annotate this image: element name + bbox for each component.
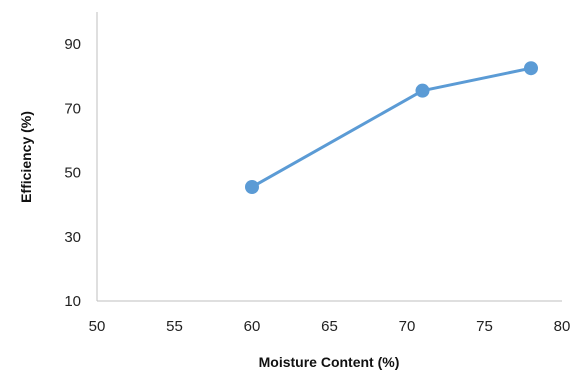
data-point: [415, 83, 430, 98]
data-point: [245, 180, 259, 195]
x-tick-label: 50: [89, 318, 106, 335]
y-tick-label: 70: [64, 100, 81, 117]
x-tick-label: 75: [476, 318, 493, 335]
series-line: [250, 66, 533, 189]
y-tick-labels: 10 30 50 70 90: [64, 36, 81, 310]
y-tick-label: 50: [64, 165, 81, 182]
data-point: [524, 61, 538, 76]
y-tick-label: 30: [64, 229, 81, 246]
x-tick-labels: 50 55 60 65 70 75 80: [89, 318, 571, 335]
y-axis-title: Efficiency (%): [18, 111, 34, 203]
x-tick-label: 65: [321, 318, 338, 335]
y-tick-label: 10: [64, 293, 81, 310]
x-tick-label: 70: [399, 318, 416, 335]
series-layer: [245, 61, 538, 195]
x-tick-label: 80: [554, 318, 571, 335]
y-tick-label: 90: [64, 36, 81, 53]
x-tick-label: 55: [166, 318, 183, 335]
x-axis-title: Moisture Content (%): [259, 354, 400, 370]
x-tick-label: 60: [244, 318, 261, 335]
